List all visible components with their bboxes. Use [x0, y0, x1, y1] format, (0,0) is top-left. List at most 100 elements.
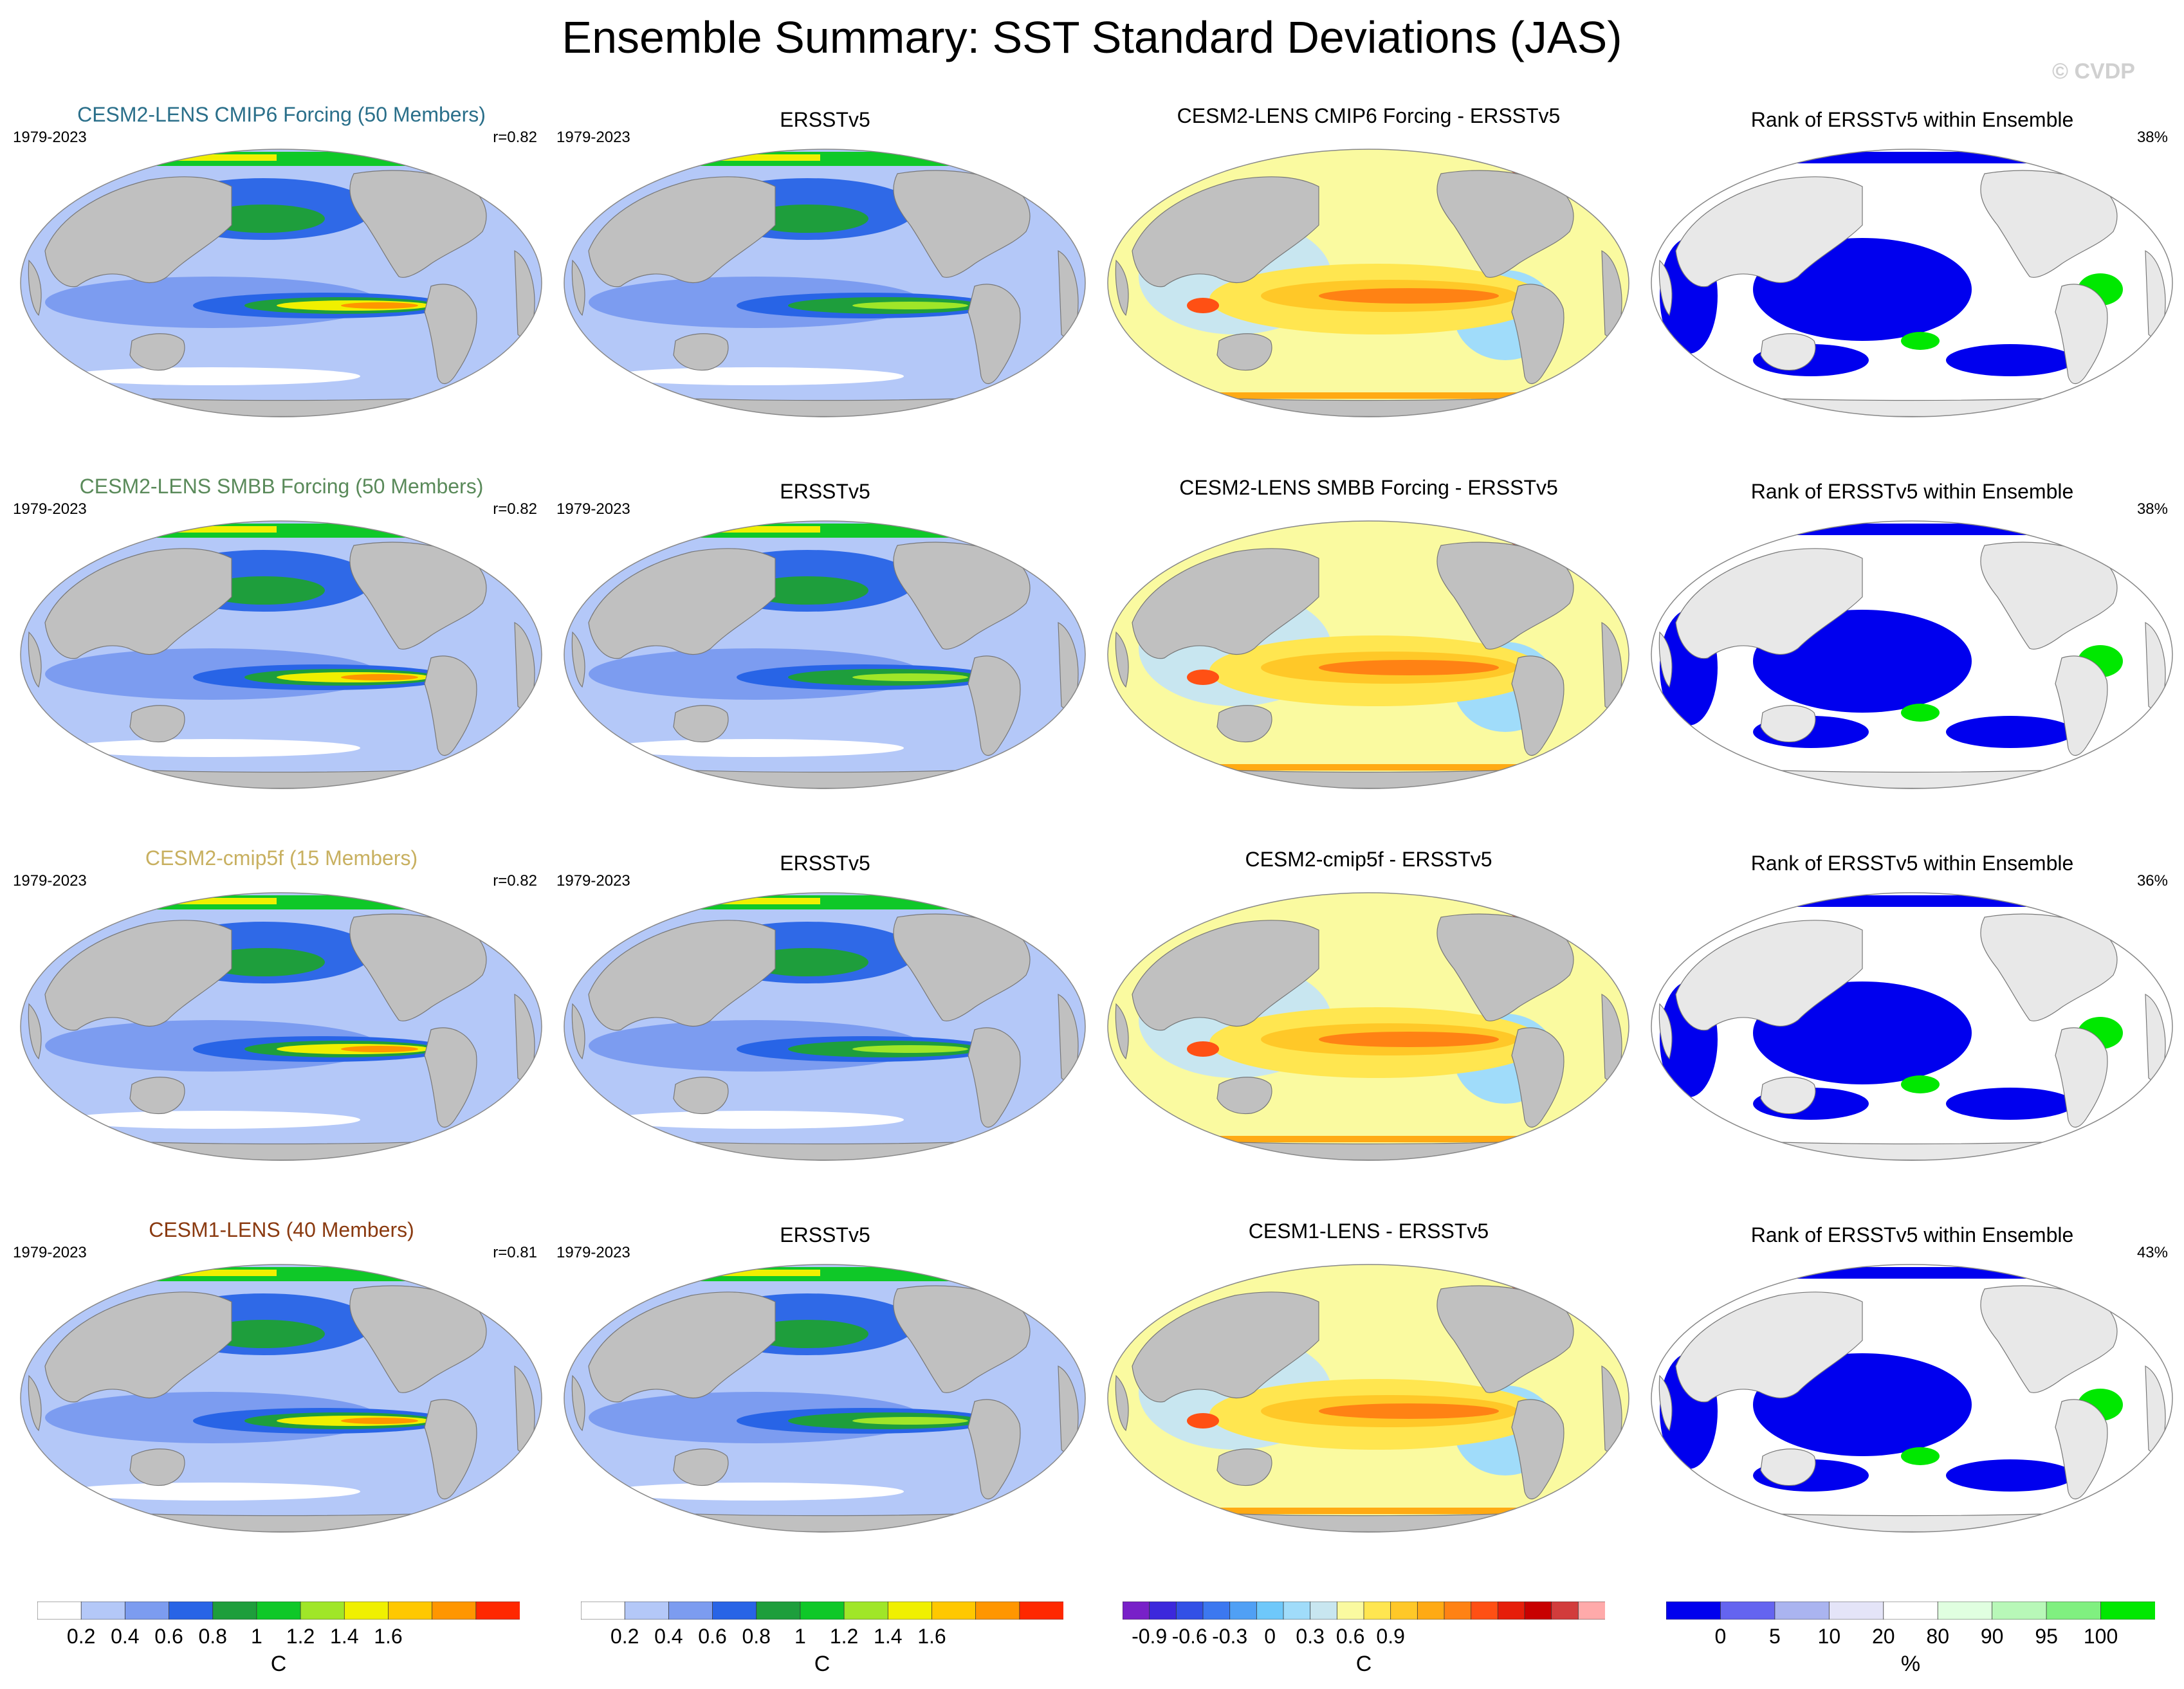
land-mass — [1658, 1374, 1673, 1432]
model-period-label: 1979-2023 — [13, 500, 87, 518]
colorbar-swatch — [624, 1602, 670, 1620]
colorbar-tick-label: 0.2 — [66, 1625, 96, 1648]
land-mass — [44, 176, 232, 288]
land-mass — [571, 631, 585, 688]
colorbar-swatch — [1883, 1602, 1939, 1620]
diff-map-3 — [1107, 1264, 1629, 1533]
colorbar-swatch — [1417, 1602, 1445, 1620]
colorbar-swatch — [843, 1602, 889, 1620]
rank-panel-title: Rank of ERSSTv5 within Ensemble — [1750, 1223, 2074, 1246]
colorbar-swatch — [581, 1602, 626, 1620]
land-mass — [1760, 333, 1816, 371]
colorbar-swatch — [1390, 1602, 1418, 1620]
obs-period-label: 1979-2023 — [556, 129, 630, 146]
land-mass — [2055, 284, 2108, 384]
land-mass — [1658, 1003, 1673, 1060]
land-mass — [1132, 548, 1319, 659]
colorbar-swatch — [388, 1602, 433, 1620]
colorbar-tick-label: 1 — [794, 1625, 806, 1648]
land-mass — [1006, 1275, 1041, 1300]
colorbar-tick-label: 1 — [251, 1625, 262, 1648]
rank-panel-title: Rank of ERSSTv5 within Ensemble — [1750, 480, 2074, 503]
colorbar-swatch — [80, 1602, 126, 1620]
colorbar-tick-label: 0.6 — [154, 1625, 183, 1648]
colorbar-swatch — [2046, 1602, 2102, 1620]
land-mass — [673, 1077, 729, 1115]
diff-map-1 — [1107, 520, 1629, 789]
colorbar-swatch — [800, 1602, 845, 1620]
colorbar-units-label: C — [814, 1652, 830, 1676]
land-mass — [424, 1399, 477, 1499]
land-mass — [1675, 548, 1863, 659]
colorbar-tick-label: 0.6 — [1335, 1625, 1365, 1648]
colorbar-tick-label: 5 — [1768, 1625, 1781, 1648]
diff-panel-title: CESM2-cmip5f - ERSSTv5 — [1245, 848, 1492, 871]
colorbar-swatch — [1149, 1602, 1177, 1620]
land-mass — [463, 904, 497, 928]
colorbar-tick-label: -0.9 — [1132, 1625, 1168, 1648]
land-mass — [1115, 1374, 1129, 1432]
colorbar-tick-label: 20 — [1871, 1625, 1895, 1648]
land-mass — [424, 1027, 477, 1128]
land-mass — [1006, 904, 1041, 928]
colorbar-swatch — [1524, 1602, 1552, 1620]
land-mass — [129, 705, 185, 743]
colorbar-swatch — [37, 1602, 82, 1620]
colorbar-units-label: C — [270, 1652, 287, 1676]
diff-panel-title: CESM2-LENS CMIP6 Forcing - ERSSTv5 — [1177, 104, 1561, 127]
colorbar-swatch — [756, 1602, 801, 1620]
diff-panel-title: CESM1-LENS - ERSSTv5 — [1248, 1219, 1489, 1243]
colorbar-tick-label: 0 — [1714, 1625, 1727, 1648]
obs-period-label: 1979-2023 — [556, 500, 630, 518]
colorbar-swatch — [212, 1602, 257, 1620]
colorbar-swatch — [169, 1602, 214, 1620]
colorbar-swatch — [256, 1602, 301, 1620]
colorbar-swatch — [1497, 1602, 1525, 1620]
rank-map-3 — [1651, 1264, 2173, 1533]
colorbar-swatch — [975, 1602, 1020, 1620]
colorbar-tick-label: 0 — [1264, 1625, 1276, 1648]
land-mass — [2055, 655, 2108, 756]
land-mass — [673, 705, 729, 743]
obs-std-map-3 — [564, 1264, 1086, 1533]
land-mass — [1511, 655, 1565, 756]
colorbar-swatch — [1310, 1602, 1338, 1620]
colorbar-tick-label: 0.3 — [1296, 1625, 1325, 1648]
obs-period-label: 1979-2023 — [556, 1244, 630, 1261]
colorbar-swatch — [300, 1602, 345, 1620]
colorbar-swatch — [1363, 1602, 1391, 1620]
land-mass — [1550, 1275, 1584, 1300]
model-period-label: 1979-2023 — [13, 129, 87, 146]
colorbar-swatch — [1937, 1602, 1993, 1620]
land-mass — [588, 548, 776, 659]
colorbar-swatch — [1283, 1602, 1311, 1620]
colorbar-tick-label: 1.6 — [374, 1625, 403, 1648]
land-mass — [129, 333, 185, 371]
colorbar-tick-label: 1.2 — [286, 1625, 315, 1648]
land-mass — [463, 1275, 497, 1300]
land-mass — [1115, 1003, 1129, 1060]
obs-std-map-2 — [564, 892, 1086, 1161]
obs-panel-title: ERSSTv5 — [780, 480, 870, 503]
land-mass — [129, 1077, 185, 1115]
colorbar-swatch — [1828, 1602, 1884, 1620]
colorbar-swatch — [475, 1602, 520, 1620]
land-mass — [44, 920, 232, 1031]
obs-panel-title: ERSSTv5 — [780, 852, 870, 875]
pattern-correlation-label: r=0.82 — [493, 129, 537, 146]
land-mass — [588, 176, 776, 288]
land-mass — [1675, 920, 1863, 1031]
land-mass — [1511, 1027, 1565, 1128]
land-mass — [44, 1292, 232, 1403]
land-mass — [2055, 1027, 2108, 1128]
land-mass — [571, 1374, 585, 1432]
colorbar-swatch — [124, 1602, 170, 1620]
colorbar-tick-label: 80 — [1926, 1625, 1950, 1648]
land-mass — [673, 1448, 729, 1486]
std-colorbar-model — [37, 1602, 520, 1620]
colorbar-swatch — [1551, 1602, 1579, 1620]
land-mass — [673, 333, 729, 371]
colorbar-tick-label: 1.4 — [874, 1625, 903, 1648]
land-mass — [28, 631, 42, 688]
colorbar-swatch — [1444, 1602, 1472, 1620]
